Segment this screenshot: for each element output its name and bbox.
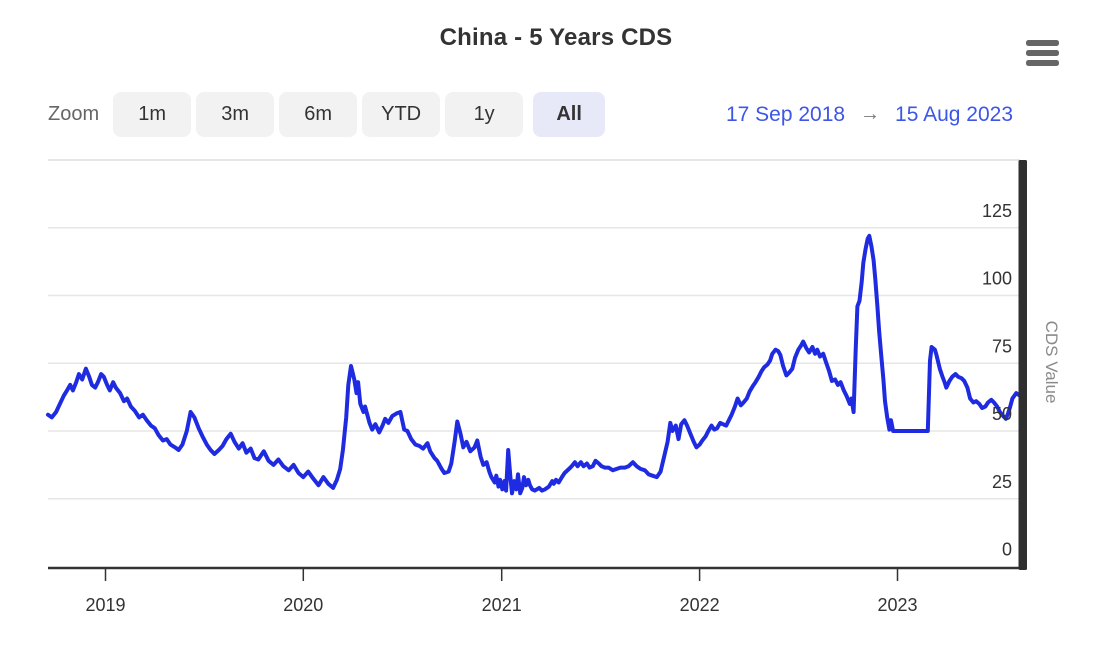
y-tick-label-50: 50 [992, 404, 1012, 424]
y-tick-label-75: 75 [992, 336, 1012, 356]
y-tick-label-100: 100 [982, 269, 1012, 289]
range-button-ytd[interactable]: YTD [362, 92, 441, 137]
hamburger-bar [1026, 40, 1059, 46]
chart-right-scrollbar[interactable] [1018, 160, 1028, 570]
hamburger-menu-icon[interactable] [1026, 40, 1059, 70]
date-range: 17 Sep 2018 → 15 Aug 2023 [726, 92, 1013, 137]
x-tick-label-2023: 2023 [877, 595, 917, 615]
x-tick-label-2019: 2019 [85, 595, 125, 615]
hamburger-bar [1026, 60, 1059, 66]
range-button-all[interactable]: All [533, 92, 606, 137]
series-line-china-5y-cds [46, 233, 1022, 496]
x-tick-label-2020: 2020 [283, 595, 323, 615]
hamburger-bar [1026, 50, 1059, 56]
date-to-input[interactable]: 15 Aug 2023 [895, 102, 1013, 126]
y-axis-title: CDS Value [1042, 321, 1061, 404]
range-button-3m[interactable]: 3m [196, 92, 275, 137]
x-tick-label-2021: 2021 [482, 595, 522, 615]
zoom-label: Zoom [48, 103, 100, 125]
range-buttons: 1m 3m 6m YTD 1y All [113, 92, 610, 137]
y-tick-label-125: 125 [982, 201, 1012, 221]
y-tick-label-25: 25 [992, 472, 1012, 492]
range-button-1m[interactable]: 1m [113, 92, 192, 137]
range-selector: Zoom 1m 3m 6m YTD 1y All [48, 92, 610, 137]
range-button-1y[interactable]: 1y [445, 92, 524, 137]
arrow-right-icon: → [860, 103, 881, 125]
range-button-6m[interactable]: 6m [279, 92, 358, 137]
y-tick-label-0: 0 [1002, 540, 1012, 560]
chart-title: China - 5 Years CDS [439, 24, 673, 51]
x-tick-label-2022: 2022 [680, 595, 720, 615]
date-from-input[interactable]: 17 Sep 2018 [725, 102, 846, 126]
